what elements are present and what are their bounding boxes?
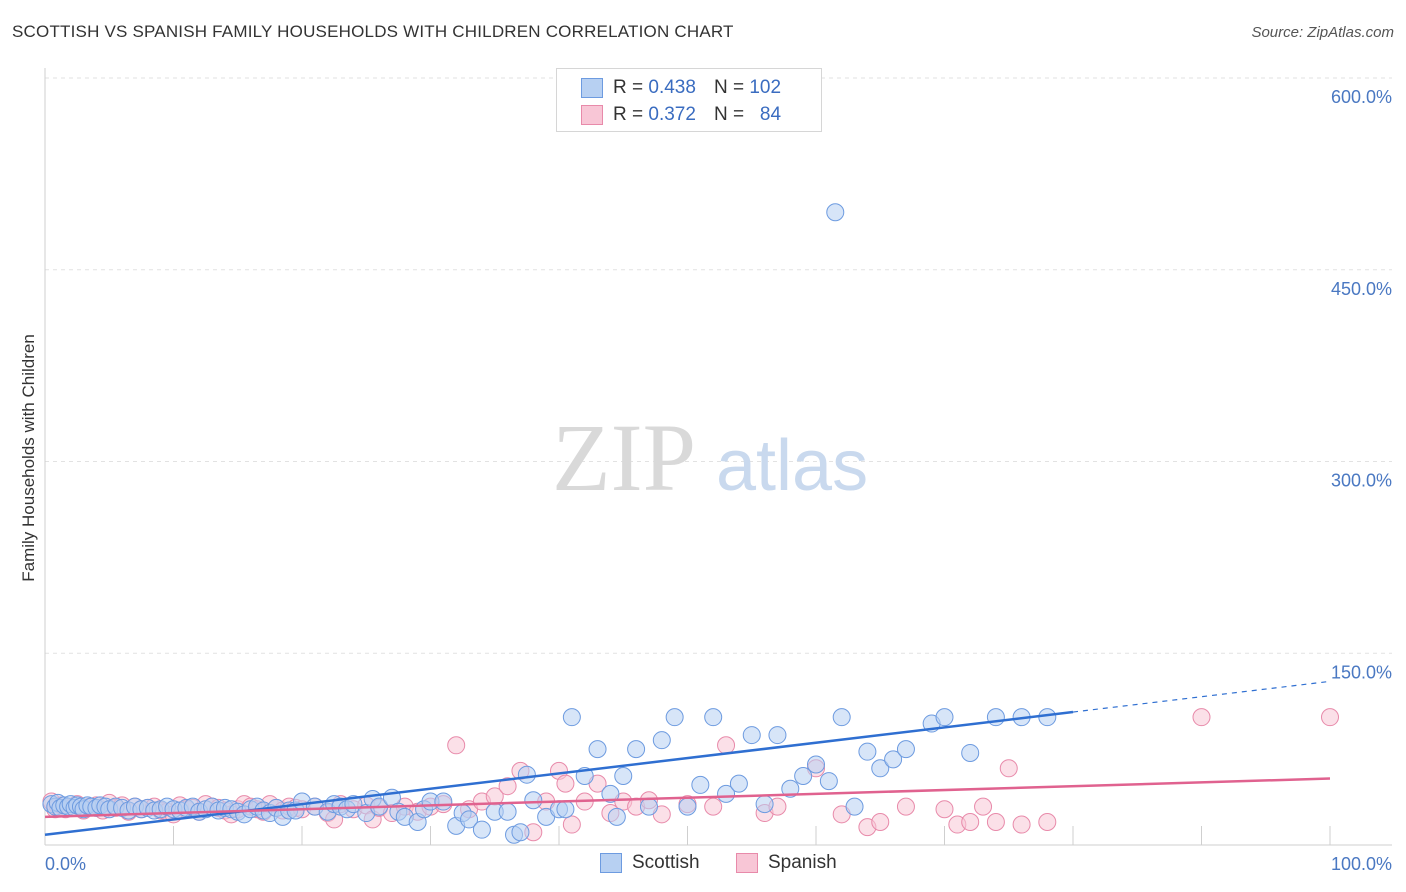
spanish-point: [562, 815, 581, 834]
scottish-point: [1038, 708, 1057, 727]
legend-row-spanish: R = 0.372 N = 84: [581, 104, 781, 126]
spanish-point: [961, 812, 980, 831]
scottish-point: [460, 810, 479, 829]
scottish-trend-extension: [1072, 680, 1331, 713]
scottish-point: [562, 708, 581, 727]
scottish-point: [884, 750, 903, 769]
spanish-swatch: [581, 105, 603, 125]
spanish-points: [42, 708, 1339, 842]
bottom-legend-scottish: Scottish: [600, 852, 700, 874]
spanish-point: [704, 797, 723, 816]
scottish-point: [498, 802, 517, 821]
watermark-atlas: atlas: [716, 426, 868, 506]
scottish-point: [794, 766, 813, 785]
scottish-point: [819, 772, 838, 791]
bottom-spanish-swatch: [736, 853, 758, 873]
trend-lines: [44, 680, 1331, 837]
scottish-point: [678, 797, 697, 816]
axes: [44, 68, 1392, 846]
scottish-point: [781, 779, 800, 798]
spanish-point: [986, 812, 1005, 831]
scottish-point: [665, 708, 684, 727]
spanish-point: [1012, 815, 1031, 834]
legend-n-value-spanish: 84: [759, 104, 782, 125]
legend-n-label-scottish: N =: [713, 77, 745, 98]
scottish-point: [755, 795, 774, 814]
spanish-point: [1321, 708, 1339, 727]
scottish-point: [832, 708, 851, 727]
y-tick-label: 450.0%: [1331, 279, 1392, 299]
spanish-point: [556, 774, 575, 793]
y-tick-label: 300.0%: [1331, 471, 1392, 491]
spanish-point: [999, 759, 1018, 778]
scottish-point: [704, 708, 723, 727]
scottish-point: [768, 726, 787, 745]
watermark-zip: ZIP: [552, 404, 696, 511]
scottish-point: [524, 791, 543, 810]
spanish-point: [1038, 812, 1057, 831]
scottish-point: [858, 742, 877, 761]
legend-row-scottish: R = 0.438 N = 102: [581, 77, 781, 99]
bottom-legend-spanish: Spanish: [736, 852, 837, 874]
y-axis-label: Family Households with Children: [19, 334, 38, 582]
spanish-point: [896, 797, 915, 816]
legend-r-value-spanish: 0.372: [648, 104, 696, 125]
scottish-point: [639, 797, 658, 816]
legend-r-value-scottish: 0.438: [648, 77, 696, 98]
scottish-swatch: [581, 78, 603, 98]
scottish-trend-line: [44, 710, 1074, 837]
scottish-point: [472, 820, 491, 839]
legend-r-label-spanish: R =: [613, 104, 644, 125]
spanish-point: [498, 777, 517, 796]
spanish-point: [1192, 708, 1211, 727]
x-tick-label-min: 0.0%: [45, 854, 86, 874]
correlation-legend: R = 0.438 N = 102 R = 0.372 N = 84: [556, 68, 822, 132]
scottish-point: [826, 203, 845, 222]
scottish-point: [607, 807, 626, 826]
scottish-point: [935, 708, 954, 727]
scottish-points: [42, 203, 1057, 844]
scottish-point: [807, 755, 825, 774]
legend-n-value-scottish: 102: [749, 77, 782, 98]
scottish-point: [961, 743, 980, 762]
legend-n-label-spanish: N =: [713, 104, 745, 125]
scottish-point: [556, 800, 575, 819]
scottish-point: [652, 731, 671, 750]
scottish-point: [614, 766, 633, 785]
x-tick-labels: 0.0% 100.0%: [45, 854, 1392, 874]
scottish-point: [845, 797, 864, 816]
scottish-point: [742, 726, 761, 745]
bottom-scottish-swatch: [600, 853, 622, 873]
legend-r-label-scottish: R =: [613, 77, 644, 98]
scottish-point: [871, 759, 890, 778]
scottish-point: [627, 740, 646, 759]
bottom-spanish-label: Spanish: [768, 852, 837, 873]
y-tick-label: 600.0%: [1331, 87, 1392, 107]
gridlines: [45, 77, 1392, 654]
scottish-point: [588, 740, 607, 759]
chart-title: SCOTTISH VS SPANISH FAMILY HOUSEHOLDS WI…: [12, 22, 734, 41]
scottish-point: [717, 784, 736, 803]
spanish-point: [717, 736, 736, 755]
x-tick-label-max: 100.0%: [1331, 854, 1392, 874]
y-tick-labels: 150.0% 300.0% 450.0% 600.0%: [1331, 87, 1392, 682]
bottom-scottish-label: Scottish: [632, 852, 700, 873]
scottish-point: [729, 774, 748, 793]
y-tick-label: 150.0%: [1331, 662, 1392, 682]
scottish-point: [511, 823, 530, 842]
spanish-point: [935, 800, 954, 819]
spanish-point: [974, 797, 993, 816]
scottish-point: [434, 792, 453, 811]
scottish-point: [601, 784, 620, 803]
scottish-point: [691, 775, 710, 794]
spanish-point: [871, 812, 890, 831]
scottish-point: [896, 740, 915, 759]
chart-source: Source: ZipAtlas.com: [1251, 24, 1394, 41]
spanish-point: [447, 736, 466, 755]
spanish-trend-line: [44, 777, 1331, 819]
scottish-point: [517, 765, 536, 784]
